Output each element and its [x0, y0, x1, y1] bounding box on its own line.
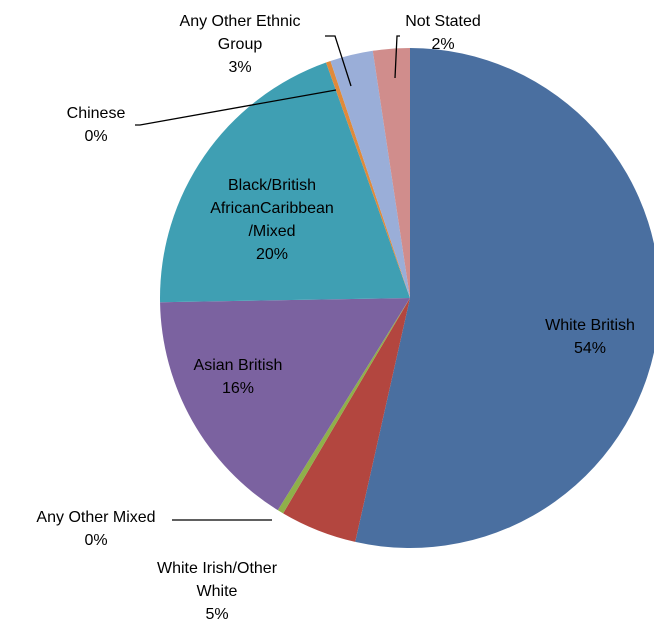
slice-label-white-british: White British 54% [545, 317, 635, 357]
leader-lines [135, 35, 400, 521]
pie-slice-black-british-africancaribbean-mixed [160, 62, 410, 303]
pie-labels: White British 54% White Irish/Other White 5%… [36, 13, 634, 623]
slice-label-any-other-mixed: Any Other Mixed 0% [36, 509, 155, 549]
pie-slice-not-stated [372, 48, 410, 298]
leader-line-any-other-ethnic-group [325, 35, 352, 87]
pie-slice-any-other-mixed [277, 298, 410, 514]
pie-slice-white-irish-other-white [283, 298, 410, 542]
slice-label-chinese: Chinese 0% [67, 105, 126, 145]
pie-slice-white-british [355, 48, 654, 548]
slice-label-asian-british: Asian British 16% [194, 357, 283, 397]
pie-slice-asian-british [160, 298, 410, 511]
slice-label-any-other-ethnic-group: Any Other Ethnic Group 3% [180, 13, 301, 76]
pie-slices [160, 48, 654, 548]
slice-label-black-british-africancaribbean-mixed: Black/British AfricanCaribbean/Mixed 20% [210, 177, 334, 263]
leader-line-chinese [135, 89, 337, 126]
slice-label-not-stated: Not Stated 2% [405, 13, 481, 53]
leader-line-not-stated [394, 35, 400, 79]
pie-slice-chinese [326, 60, 410, 298]
pie-slice-any-other-ethnic-group [330, 50, 410, 298]
slice-label-white-irish-other-white: White Irish/Other White 5% [157, 560, 278, 623]
